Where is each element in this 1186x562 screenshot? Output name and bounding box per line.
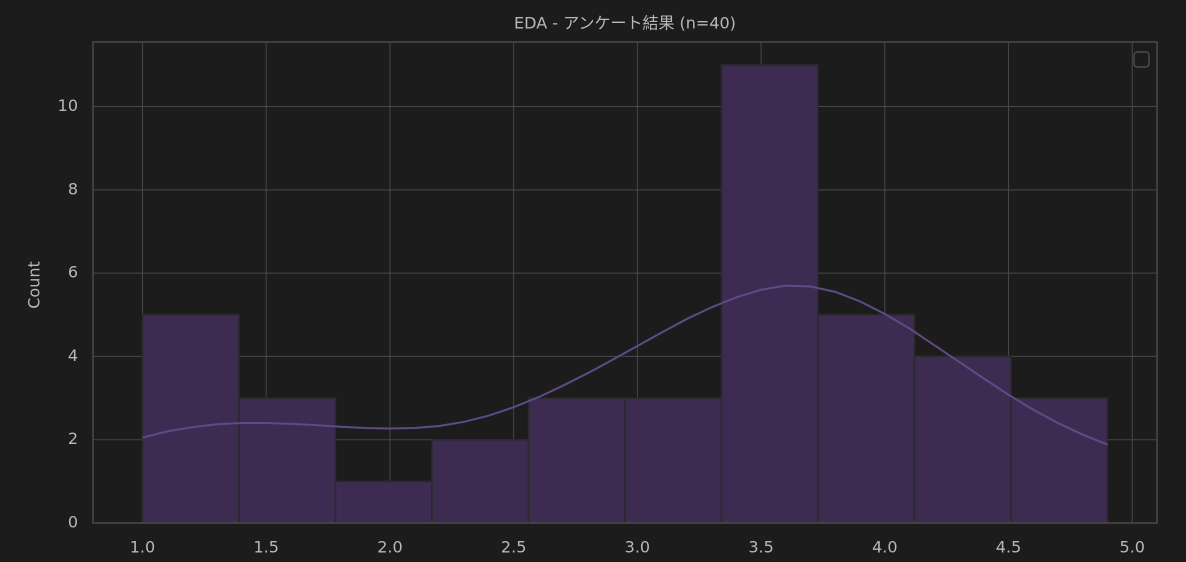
bar [913, 355, 1012, 524]
x-tick-label: 1.5 [253, 538, 278, 557]
x-tick-label: 4.0 [872, 538, 897, 557]
kde-line [142, 284, 1108, 446]
y-axis-label: Count [25, 261, 44, 309]
y-tick-label: 2 [68, 429, 78, 448]
x-tick-label: 5.0 [1120, 538, 1145, 557]
y-tick-label: 10 [58, 96, 78, 115]
bar [720, 64, 819, 524]
bar [141, 314, 240, 524]
x-tick-label: 2.5 [501, 538, 526, 557]
bar [238, 397, 337, 524]
chart-title: EDA - アンケート結果 (n=40) [514, 14, 736, 33]
y-tick-label: 4 [68, 346, 78, 365]
bar [1010, 397, 1109, 524]
y-tick-label: 6 [68, 263, 78, 282]
x-tick-label: 3.5 [748, 538, 773, 557]
y-tick-label: 8 [68, 179, 78, 198]
x-tick-label: 2.0 [377, 538, 402, 557]
marks [141, 64, 1109, 524]
bar [334, 480, 433, 524]
bar [527, 397, 626, 524]
y-tick-label: 0 [68, 513, 78, 532]
legend-box [1133, 51, 1150, 68]
bar [624, 397, 723, 524]
bar [817, 314, 916, 524]
bar [431, 438, 530, 524]
x-tick-label: 1.0 [130, 538, 155, 557]
x-tick-label: 3.0 [625, 538, 650, 557]
x-tick-label: 4.5 [996, 538, 1021, 557]
plot-frame [92, 41, 1158, 524]
